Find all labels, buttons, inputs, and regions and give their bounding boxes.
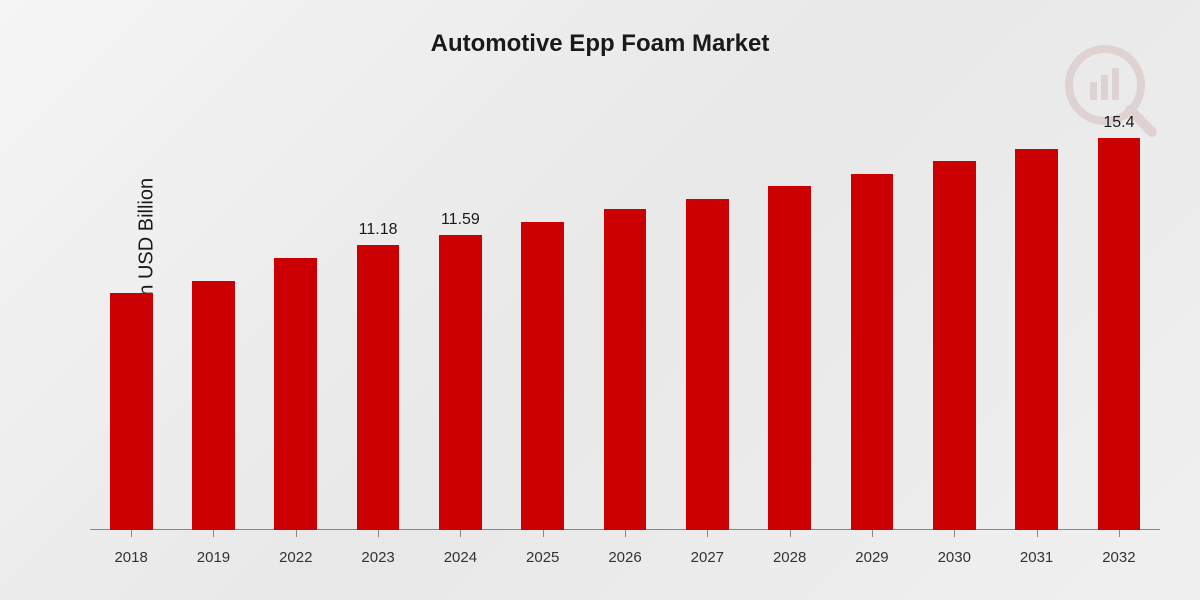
bar-value-label: 15.4 <box>1103 114 1134 132</box>
bar: 11.18 <box>357 245 400 530</box>
bar <box>1015 149 1058 530</box>
x-axis-labels: 2018201920222023202420252026202720282029… <box>90 549 1160 566</box>
bars-container: 11.18 11.59 15.4 <box>90 110 1160 530</box>
x-tick <box>131 530 132 537</box>
x-tick <box>213 530 214 537</box>
bar <box>768 186 811 530</box>
x-axis-category: 2019 <box>172 549 254 566</box>
bar-slot <box>584 110 666 530</box>
bar <box>686 199 729 530</box>
chart-title: Automotive Epp Foam Market <box>431 30 770 58</box>
x-axis-category: 2026 <box>584 549 666 566</box>
bar-slot <box>90 110 172 530</box>
bar <box>521 222 564 530</box>
x-tick <box>296 530 297 537</box>
x-tick <box>872 530 873 537</box>
x-tick <box>1119 530 1120 537</box>
x-axis-category: 2028 <box>749 549 831 566</box>
bar-value-label: 11.18 <box>359 221 398 239</box>
bar-slot <box>666 110 748 530</box>
x-axis-category: 2031 <box>995 549 1077 566</box>
bar <box>604 209 647 530</box>
x-axis-category: 2032 <box>1078 549 1160 566</box>
bar <box>110 293 153 530</box>
bar-value-label: 11.59 <box>441 211 480 229</box>
x-tick <box>954 530 955 537</box>
bar-slot <box>749 110 831 530</box>
x-tick <box>1037 530 1038 537</box>
x-tick <box>378 530 379 537</box>
x-axis-category: 2029 <box>831 549 913 566</box>
x-tick <box>707 530 708 537</box>
bar-slot <box>255 110 337 530</box>
bar-slot: 15.4 <box>1078 110 1160 530</box>
x-axis-category: 2022 <box>255 549 337 566</box>
bar-slot <box>831 110 913 530</box>
x-tick <box>790 530 791 537</box>
x-axis-category: 2018 <box>90 549 172 566</box>
x-axis-category: 2030 <box>913 549 995 566</box>
bar-slot <box>172 110 254 530</box>
plot-area: 11.18 11.59 15.4 <box>90 110 1160 530</box>
bar <box>274 258 317 530</box>
x-axis-category: 2024 <box>419 549 501 566</box>
bar <box>192 281 235 530</box>
bar <box>851 174 894 530</box>
bar-slot <box>913 110 995 530</box>
bar-slot <box>995 110 1077 530</box>
bar <box>933 161 976 530</box>
bar-slot: 11.59 <box>419 110 501 530</box>
x-tick <box>460 530 461 537</box>
x-axis-category: 2023 <box>337 549 419 566</box>
bar: 11.59 <box>439 235 482 530</box>
bar: 15.4 <box>1098 138 1141 530</box>
x-tick <box>543 530 544 537</box>
bar-slot: 11.18 <box>337 110 419 530</box>
x-tick <box>625 530 626 537</box>
x-axis-category: 2027 <box>666 549 748 566</box>
x-axis-category: 2025 <box>502 549 584 566</box>
bar-slot <box>502 110 584 530</box>
